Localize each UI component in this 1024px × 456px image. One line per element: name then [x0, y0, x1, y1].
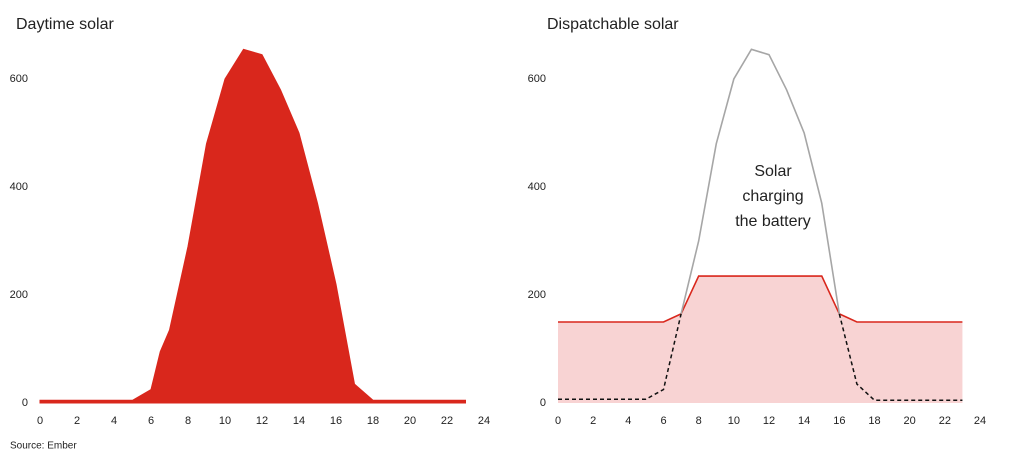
x-tick-label: 16: [330, 415, 342, 427]
y-tick-label: 600: [528, 73, 546, 85]
y-tick-label: 400: [10, 181, 28, 193]
x-tick-label: 14: [798, 415, 810, 427]
x-tick-label: 16: [833, 415, 845, 427]
chart-title: Dispatchable solar: [547, 16, 679, 33]
annotation: the battery: [735, 213, 811, 230]
y-tick-label: 200: [10, 289, 28, 301]
line: [558, 275, 963, 323]
x-tick-label: 24: [974, 415, 986, 427]
x-tick-label: 0: [37, 415, 43, 427]
x-tick-label: 2: [590, 415, 596, 427]
x-tick-label: 18: [367, 415, 379, 427]
x-tick-label: 10: [219, 415, 231, 427]
x-tick-label: 0: [555, 415, 561, 427]
x-tick-label: 2: [74, 415, 80, 427]
x-tick-label: 18: [868, 415, 880, 427]
x-tick-label: 12: [256, 415, 268, 427]
x-tick-label: 14: [293, 415, 305, 427]
annotation: charging: [742, 188, 803, 205]
x-tick-label: 22: [939, 415, 951, 427]
line: [838, 313, 963, 402]
y-tick-label: 200: [528, 289, 546, 301]
annotation: Solar: [754, 163, 792, 180]
x-tick-label: 20: [904, 415, 916, 427]
line: [680, 48, 841, 315]
x-tick-label: 24: [478, 415, 490, 427]
x-tick-label: 20: [404, 415, 416, 427]
x-tick-label: 4: [625, 415, 631, 427]
x-tick-label: 6: [660, 415, 666, 427]
chart-title: Daytime solar: [16, 16, 114, 33]
area-fill: [558, 276, 963, 403]
x-tick-label: 8: [696, 415, 702, 427]
x-tick-label: 12: [763, 415, 775, 427]
y-tick-label: 400: [528, 181, 546, 193]
x-tick-label: 6: [148, 415, 154, 427]
y-tick-label: 0: [540, 397, 546, 409]
y-tick-label: 0: [22, 397, 28, 409]
x-tick-label: 8: [185, 415, 191, 427]
y-tick-label: 600: [10, 73, 28, 85]
x-tick-label: 4: [111, 415, 117, 427]
x-tick-label: 22: [441, 415, 453, 427]
x-tick-label: 10: [728, 415, 740, 427]
source: Source: Ember: [10, 441, 77, 452]
area: [39, 48, 466, 404]
